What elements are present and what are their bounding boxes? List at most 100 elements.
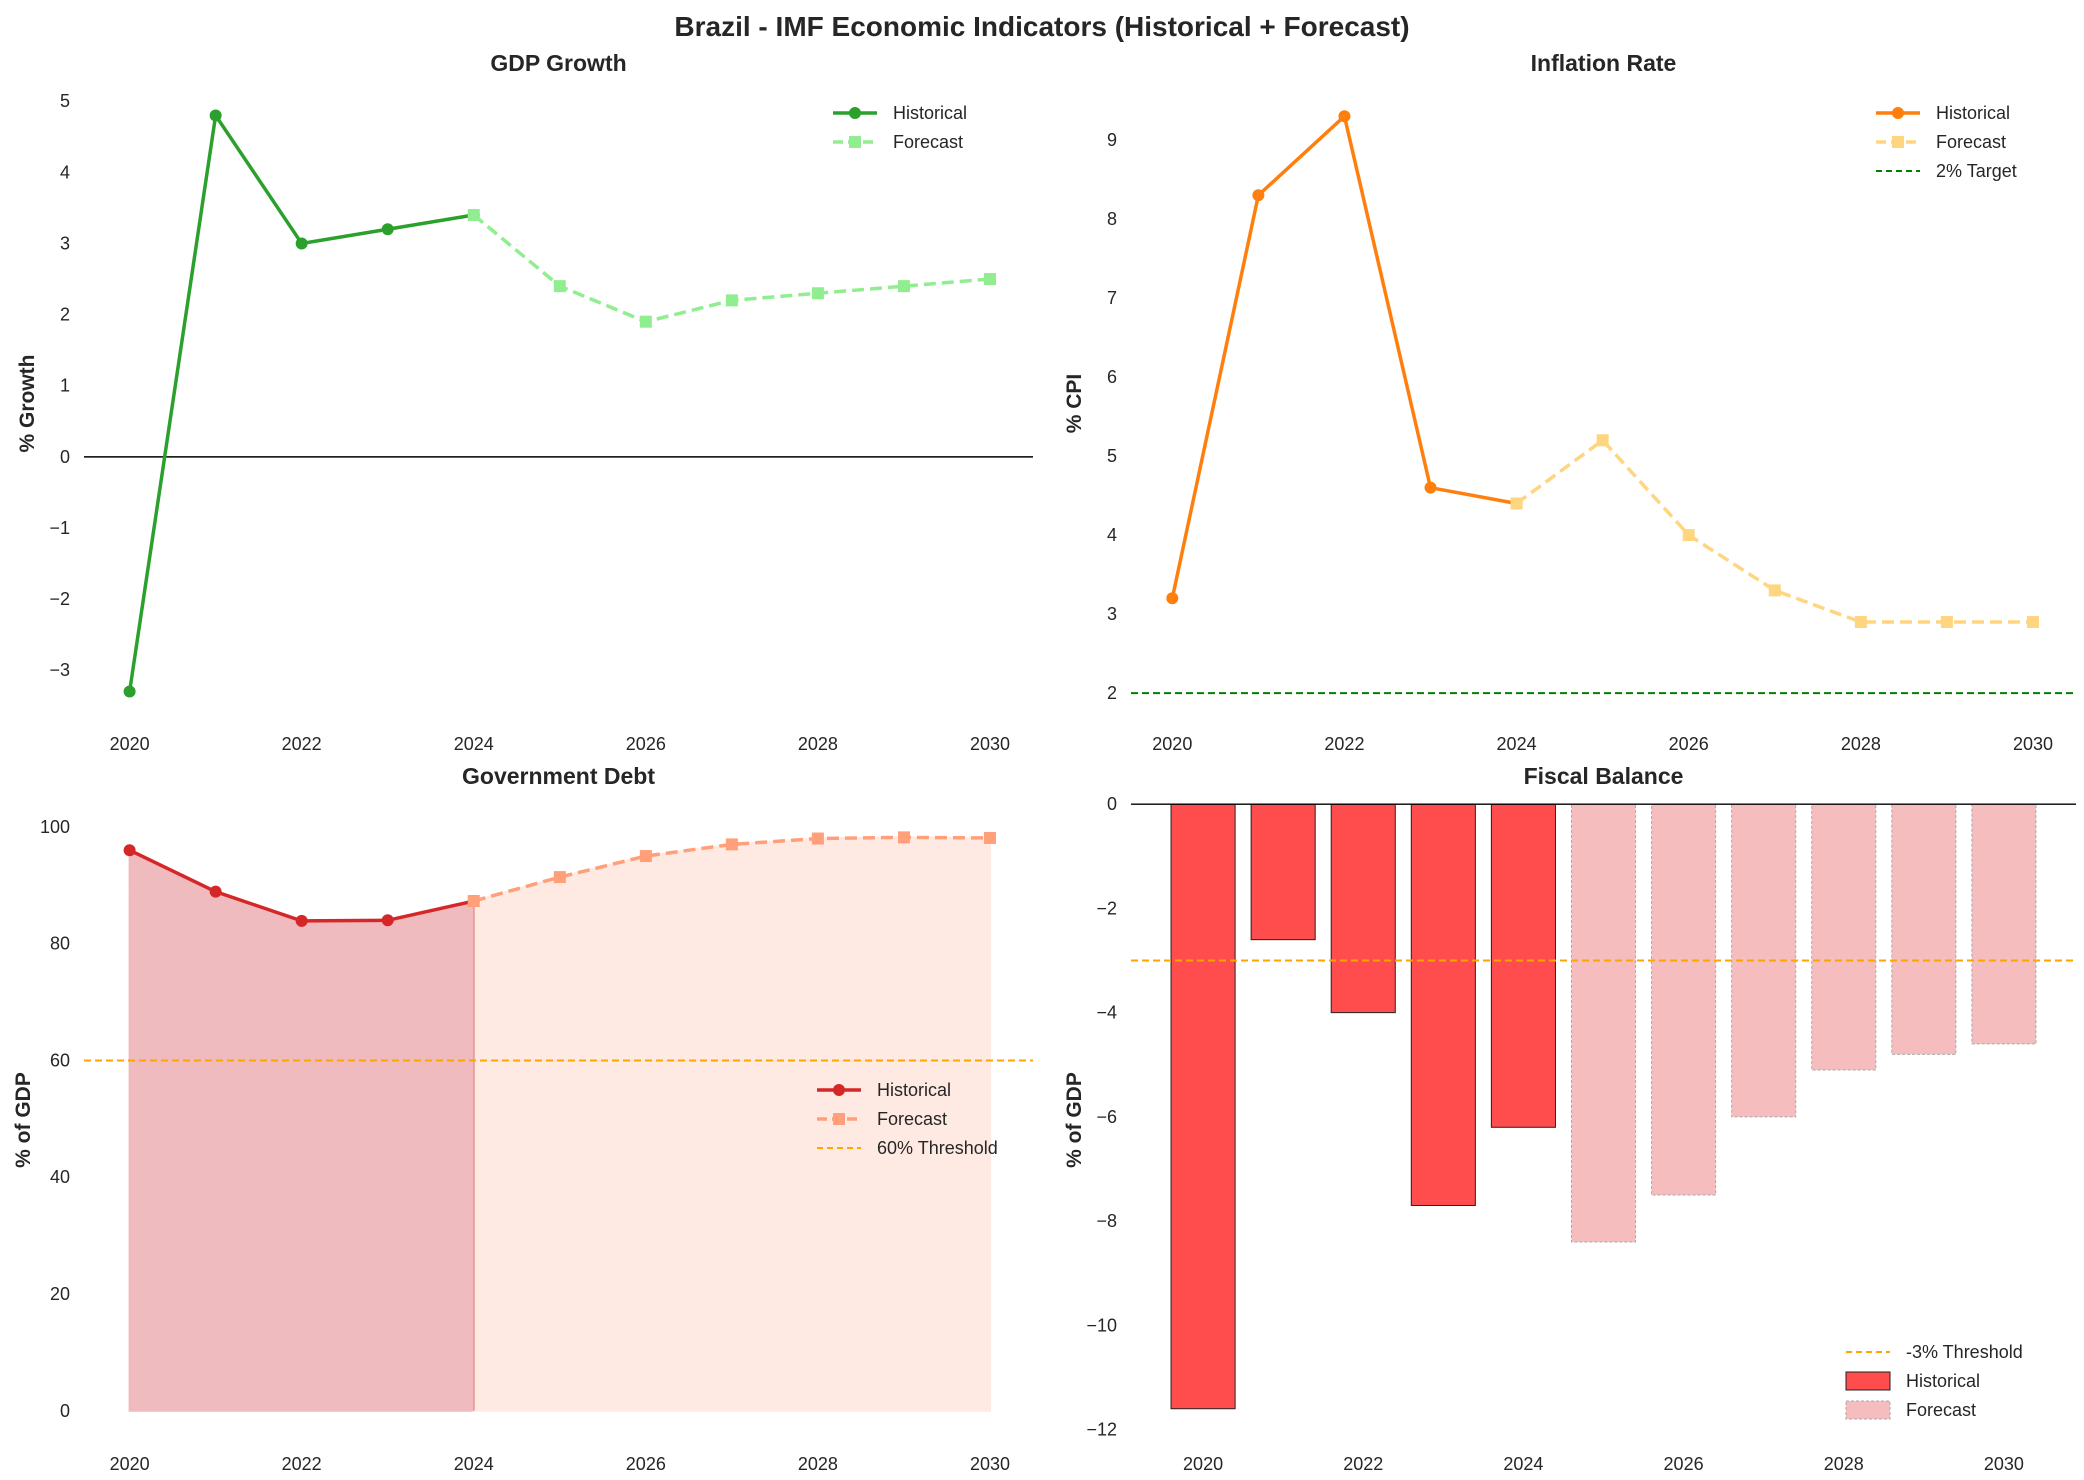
legend-marker <box>1892 107 1904 119</box>
legend-marker <box>1892 136 1904 148</box>
legend: Historical Forecast <box>833 103 967 152</box>
y-axis-label: % of GDP <box>1063 1072 1086 1168</box>
y-tick-label: −12 <box>1086 1420 1117 1440</box>
data-point <box>1252 189 1265 202</box>
y-tick-label: 0 <box>60 1401 70 1421</box>
panel-title: Inflation Rate <box>1531 50 1677 76</box>
panel-inflation-rate: Inflation Rate % CPI 2020 2022 2024 2026 2028 2… <box>1063 50 2076 754</box>
legend-marker <box>849 136 861 148</box>
y-tick-label: 5 <box>1107 446 1117 466</box>
data-point <box>725 838 738 851</box>
legend-label: Historical <box>1936 103 2010 123</box>
x-tick-label: 2028 <box>798 1454 838 1474</box>
data-point <box>295 914 308 927</box>
x-tick-label: 2020 <box>110 1454 150 1474</box>
legend-label: Forecast <box>877 1109 947 1129</box>
y-tick-label: −1 <box>49 518 70 538</box>
y-tick-label: 0 <box>1107 794 1117 814</box>
y-tick-label: 3 <box>1107 604 1117 624</box>
bar-forecast-2025 <box>1570 803 1637 1243</box>
x-tick-label: 2030 <box>1984 1454 2024 1474</box>
y-tick-label: 2 <box>1107 683 1117 703</box>
data-point <box>811 832 824 845</box>
data-point <box>209 885 222 898</box>
x-tick-label: 2030 <box>970 1454 1010 1474</box>
legend-swatch <box>1845 1400 1891 1420</box>
x-tick-label: 2026 <box>1664 1454 1704 1474</box>
y-tick-label: −4 <box>1096 1003 1117 1023</box>
data-point <box>553 280 566 293</box>
data-point <box>209 109 222 122</box>
bar-historical-2024 <box>1490 803 1556 1128</box>
data-point <box>1854 616 1867 629</box>
panel-title: GDP Growth <box>490 50 626 76</box>
y-tick-label: −10 <box>1086 1315 1117 1335</box>
x-tick-label: 2020 <box>1152 734 1192 754</box>
y-tick-label: 0 <box>60 447 70 467</box>
y-axis-label: % Growth <box>16 355 39 453</box>
legend-label: 60% Threshold <box>877 1138 998 1158</box>
legend: Historical Forecast 60% Threshold <box>817 1080 998 1158</box>
x-tick-label: 2020 <box>110 734 150 754</box>
panel-government-debt: Government Debt % of GDP 2020 2022 2024 2026 2… <box>12 763 1033 1474</box>
data-point <box>553 871 566 884</box>
data-point <box>639 315 652 328</box>
legend-label: Forecast <box>1936 132 2006 152</box>
data-point <box>467 209 480 222</box>
bar-forecast-2026 <box>1651 803 1717 1196</box>
data-point <box>295 237 308 250</box>
bar-historical-2023 <box>1410 803 1476 1206</box>
y-tick-label: 8 <box>1107 209 1117 229</box>
data-point <box>1940 616 1953 629</box>
y-tick-label: −3 <box>49 660 70 680</box>
data-point <box>123 844 136 857</box>
data-point <box>1768 584 1781 597</box>
data-point <box>2026 616 2039 629</box>
y-tick-label: 5 <box>60 91 70 111</box>
bar-historical-2022 <box>1330 803 1396 1014</box>
legend-swatch <box>1845 1371 1891 1391</box>
panel-fiscal-balance: Fiscal Balance % of GDP 2020 2022 2024 2026 20… <box>1063 763 2076 1474</box>
data-point <box>639 850 652 863</box>
y-tick-label: 2 <box>60 305 70 325</box>
legend-marker <box>849 107 861 119</box>
legend-label: Historical <box>877 1080 951 1100</box>
x-tick-label: 2020 <box>1183 1454 1223 1474</box>
x-tick-label: 2026 <box>1669 734 1709 754</box>
area-fill-historical <box>128 848 475 1412</box>
y-tick-label: 9 <box>1107 130 1117 150</box>
legend-label: 2% Target <box>1936 161 2017 181</box>
y-tick-label: 6 <box>1107 367 1117 387</box>
x-tick-label: 2022 <box>1343 1454 1383 1474</box>
y-tick-label: −6 <box>1096 1107 1117 1127</box>
bar-forecast-2030 <box>1971 803 2037 1045</box>
x-tick-label: 2024 <box>1503 1454 1543 1474</box>
x-tick-label: 2030 <box>2013 734 2053 754</box>
y-axis-label: % of GDP <box>12 1072 35 1168</box>
data-point <box>467 895 480 908</box>
data-point <box>1596 434 1609 447</box>
data-point <box>983 273 996 286</box>
y-tick-label: 4 <box>60 162 70 182</box>
legend-marker <box>833 1113 845 1125</box>
legend: -3% Threshold Historical Forecast <box>1845 1342 2023 1420</box>
data-point <box>983 831 996 844</box>
x-tick-label: 2022 <box>282 734 322 754</box>
figure-suptitle: Brazil - IMF Economic Indicators (Histor… <box>674 11 1409 42</box>
bar-historical-2021 <box>1250 803 1316 941</box>
x-tick-label: 2024 <box>454 1454 494 1474</box>
y-tick-label: 1 <box>60 376 70 396</box>
data-point <box>1510 497 1523 510</box>
data-point <box>1166 592 1179 605</box>
x-tick-label: 2028 <box>1841 734 1881 754</box>
y-tick-label: 60 <box>50 1050 70 1070</box>
x-tick-label: 2026 <box>626 1454 666 1474</box>
x-tick-label: 2028 <box>798 734 838 754</box>
data-point <box>1682 529 1695 542</box>
data-point <box>123 685 136 698</box>
bar-forecast-2029 <box>1891 803 1957 1055</box>
x-tick-label: 2030 <box>970 734 1010 754</box>
legend-label: -3% Threshold <box>1906 1342 2023 1362</box>
